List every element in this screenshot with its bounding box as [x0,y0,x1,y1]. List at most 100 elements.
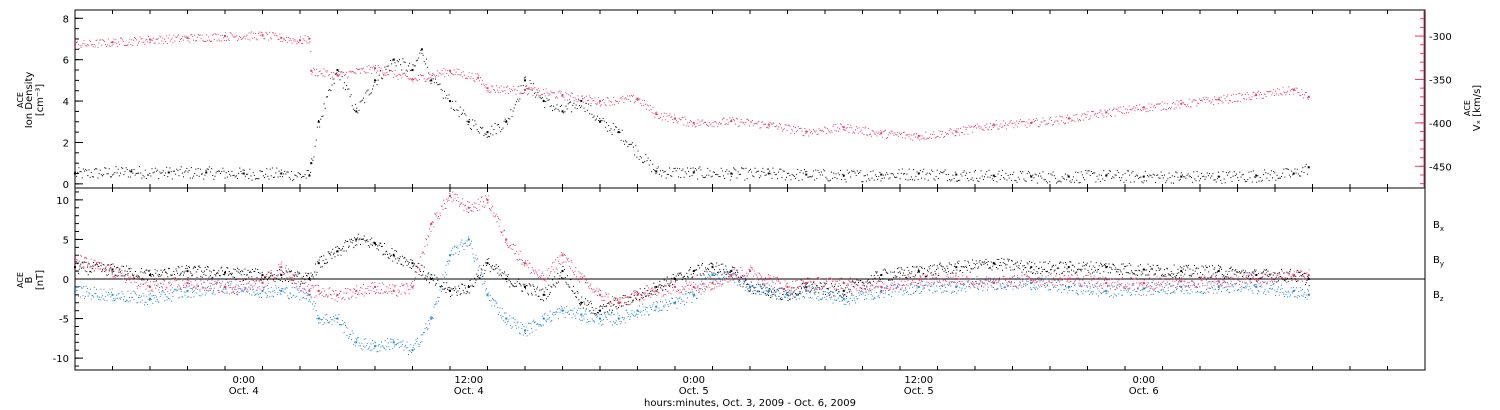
vx-series-sample [90,41,91,43]
vx-series-sample [958,128,960,130]
b-series-0-sample [139,278,141,280]
b-series-1-sample [248,286,250,288]
b-series-0-sample [1074,266,1075,268]
b-series-1-sample [110,296,112,298]
density-series-sample [1011,179,1012,181]
density-series-sample [619,131,621,133]
density-series-sample [1113,177,1115,179]
b-series-0-sample [1267,270,1269,272]
b-series-0-sample [636,291,638,293]
density-series-sample [878,175,880,177]
density-series-point [280,172,283,175]
b-series-1-point [149,297,151,300]
density-series-sample [258,178,260,180]
b-series-1-sample [471,240,472,242]
b-series-0-sample [1265,269,1267,271]
b-series-0-sample [175,268,177,270]
b-series-0-sample [1236,271,1238,273]
density-series-sample [107,173,109,175]
b-series-0-sample [995,264,997,266]
vx-series-sample [195,40,196,42]
vx-series-sample [869,134,871,136]
vx-series-sample [105,44,106,46]
density-series-sample [260,170,262,172]
density-series-sample [500,131,502,133]
vx-series-sample [785,124,787,126]
vx-series-sample [1244,98,1246,100]
vx-series-sample [128,41,130,43]
density-series-sample [1264,169,1266,171]
density-series-sample [1088,170,1090,172]
density-series-sample [458,116,460,118]
b-series-1-sample [234,292,235,294]
b-series-0-sample [723,271,725,273]
b-series-0-sample [535,294,537,296]
vx-series-sample [210,40,211,42]
vx-series-sample [1129,108,1131,110]
b-series-0-sample [445,292,447,294]
density-series-sample [448,94,450,96]
vx-series-sample [780,124,781,126]
b-series-0-sample [959,270,961,272]
density-series-sample [816,178,818,180]
b-series-0-sample [1093,271,1095,273]
b-series-1-sample [300,290,302,292]
b-series-0-sample [1058,267,1060,269]
vx-series-sample [611,101,613,103]
vx-series-sample [99,39,101,41]
vx-series-sample [1143,107,1145,109]
density-series-sample [925,174,927,176]
vx-series-sample [98,42,100,44]
b-series-0-sample [675,280,676,282]
vx-series-point [917,134,920,137]
vx-series-sample [1116,108,1118,110]
b-series-0-sample [486,264,487,266]
b-series-0-sample [420,275,422,277]
density-series-sample [129,170,130,172]
b-series-0-sample [381,245,383,247]
b-series-0-sample [1254,269,1255,271]
b-series-1-sample [120,298,121,300]
b-series-1-sample [84,297,85,299]
b-series-0-sample [471,278,472,280]
b-series-0-sample [849,289,851,291]
b-series-0-sample [759,290,760,292]
vx-series-sample [224,39,226,41]
b-series-0-sample [253,270,255,272]
density-series-sample [445,97,447,99]
b-series-0-sample [1097,269,1099,271]
b-series-0-sample [1068,266,1069,268]
b-series-0-sample [155,272,157,274]
density-series-sample [707,167,709,169]
b-series-0-sample [659,280,661,282]
b-series-0-sample [895,276,897,278]
vx-series-sample [255,32,256,34]
density-series-sample [532,83,534,85]
density-series-sample [247,173,249,175]
vx-series-sample [832,125,834,127]
b-series-0-sample [366,239,367,241]
vx-series-sample [336,71,338,73]
vx-series-sample [1137,109,1139,111]
b-series-0-sample [1154,273,1156,275]
b-series-1-sample [135,294,137,296]
b-series-0-sample [763,284,765,286]
b-series-0-sample [384,253,386,255]
b-series-0-sample [220,267,222,269]
density-series-sample [934,179,936,181]
density-series-sample [365,92,367,94]
vx-series-sample [1165,109,1167,111]
density-series-sample [769,170,771,172]
vx-series-sample [173,34,175,36]
density-series-sample [239,167,241,169]
density-series-sample [989,176,991,178]
vx-series-sample [245,35,247,37]
b-series-0-sample [1071,269,1072,271]
vx-series-sample [1276,88,1278,90]
vx-series-sample [263,37,265,39]
b-series-0-sample [713,272,715,274]
b-series-0-sample [624,295,626,297]
vx-series-sample [506,86,508,88]
density-series-sample [845,181,847,183]
vx-series-sample [840,124,842,126]
